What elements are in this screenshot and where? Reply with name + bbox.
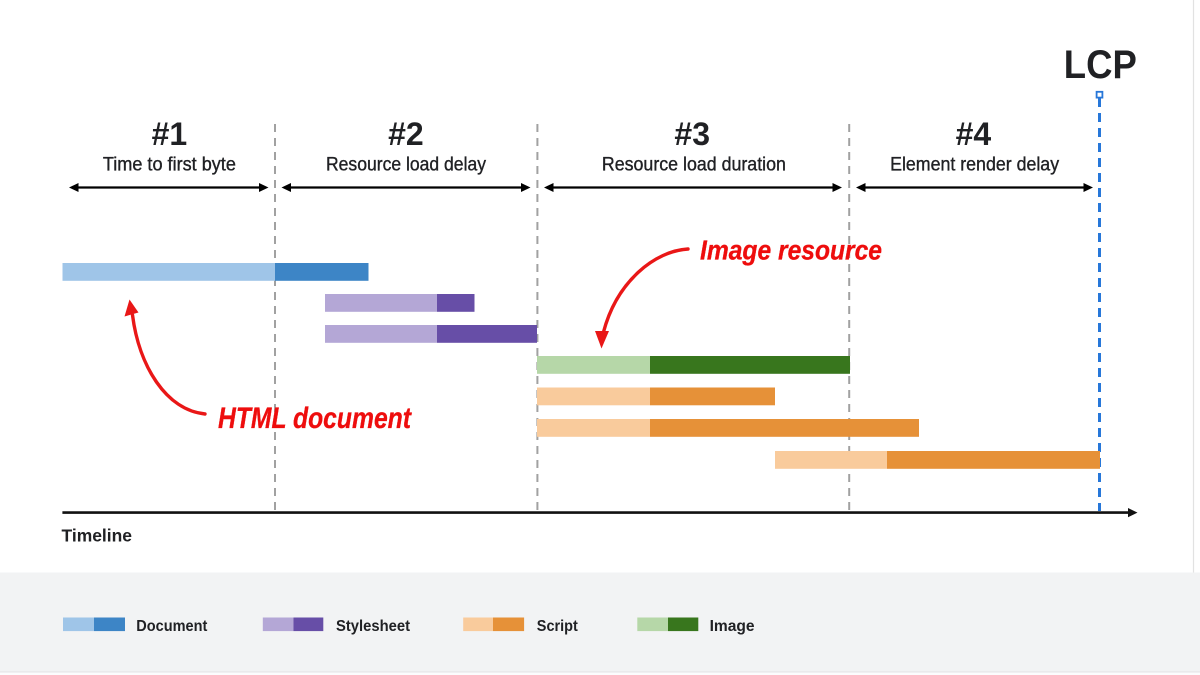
svg-text:Time to first byte: Time to first byte (103, 154, 236, 175)
svg-text:#4: #4 (956, 116, 992, 152)
svg-text:#3: #3 (674, 116, 710, 152)
svg-text:#2: #2 (388, 116, 424, 152)
svg-text:Script: Script (537, 618, 579, 635)
svg-text:Resource load delay: Resource load delay (326, 154, 486, 175)
svg-text:HTML document: HTML document (218, 402, 413, 435)
svg-text:Element render delay: Element render delay (890, 154, 1059, 175)
svg-text:Image resource: Image resource (700, 235, 882, 266)
svg-text:Timeline: Timeline (62, 525, 133, 545)
svg-text:Document: Document (136, 618, 208, 635)
svg-text:Image: Image (710, 618, 755, 635)
svg-text:Resource load duration: Resource load duration (602, 154, 786, 175)
svg-text:#1: #1 (152, 116, 188, 152)
svg-text:Stylesheet: Stylesheet (336, 618, 411, 635)
svg-text:LCP: LCP (1064, 43, 1137, 87)
